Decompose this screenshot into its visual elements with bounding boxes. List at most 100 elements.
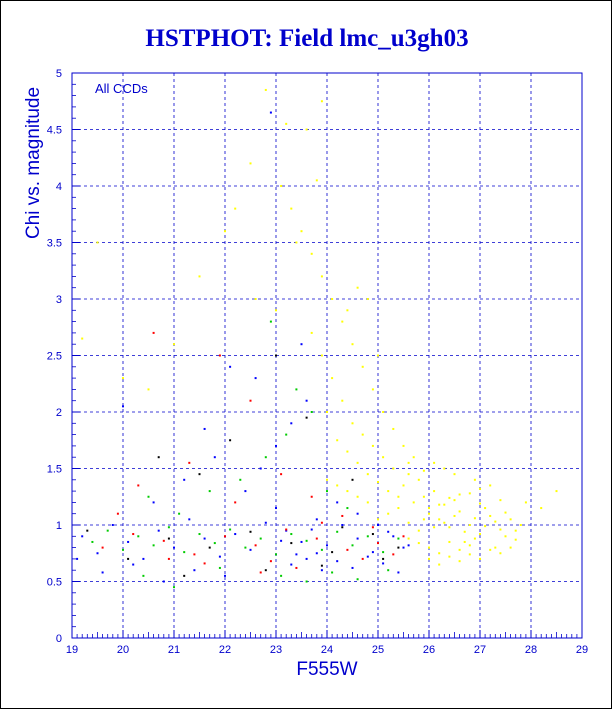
data-point — [320, 275, 323, 278]
data-point — [346, 490, 349, 493]
data-point — [127, 557, 130, 560]
y-tick-label: 2.5 — [47, 351, 62, 363]
data-point — [479, 502, 481, 505]
data-point — [326, 490, 328, 493]
x-tick-label: 21 — [168, 644, 180, 656]
data-point — [346, 450, 349, 453]
data-point — [458, 548, 461, 551]
data-point — [331, 377, 334, 380]
data-point — [540, 507, 543, 510]
series-0 — [81, 88, 558, 566]
data-point — [336, 484, 339, 487]
data-point — [463, 530, 466, 533]
x-tick-label: 23 — [270, 644, 282, 656]
data-point — [407, 521, 410, 524]
data-point — [377, 518, 379, 521]
data-point — [280, 185, 283, 187]
data-point — [468, 544, 471, 547]
data-point — [264, 88, 267, 91]
series-1 — [76, 111, 410, 583]
data-point — [173, 586, 175, 589]
data-point — [290, 422, 293, 425]
data-point — [290, 563, 293, 566]
data-point — [509, 546, 512, 549]
data-point — [433, 490, 436, 493]
data-point — [198, 533, 201, 536]
data-point — [489, 548, 492, 551]
data-point — [382, 557, 385, 560]
data-point — [356, 537, 359, 540]
data-point — [244, 546, 247, 549]
grid-layer — [71, 72, 583, 639]
data-point — [285, 528, 288, 531]
data-point — [458, 493, 461, 496]
x-tick-label: 25 — [372, 644, 384, 656]
data-point — [371, 388, 374, 391]
y-tick-label: 0 — [56, 633, 62, 645]
data-point — [285, 122, 288, 125]
data-point — [208, 546, 211, 549]
data-point — [86, 529, 89, 532]
x-axis-label: F555W — [296, 659, 358, 680]
data-point — [285, 529, 288, 532]
data-point — [387, 512, 390, 515]
data-point — [229, 365, 232, 368]
data-point — [320, 521, 323, 524]
data-point — [315, 518, 318, 521]
data-point — [331, 571, 334, 574]
data-point — [428, 557, 430, 560]
series-2 — [91, 320, 400, 589]
data-point — [341, 526, 344, 529]
data-point — [254, 298, 257, 300]
y-tick-label: 5 — [56, 68, 62, 80]
data-point — [320, 564, 323, 567]
data-point — [173, 546, 175, 549]
data-point — [346, 548, 349, 551]
data-point — [320, 548, 323, 551]
data-point — [152, 544, 155, 547]
data-point — [305, 580, 308, 583]
data-point — [402, 484, 405, 487]
data-point — [479, 557, 481, 560]
data-point — [269, 560, 272, 563]
data-point — [295, 553, 298, 556]
data-point — [305, 539, 308, 542]
data-point — [356, 578, 359, 581]
data-point — [356, 512, 359, 515]
data-point — [203, 427, 206, 430]
data-point — [218, 555, 221, 558]
data-point — [484, 525, 487, 528]
data-point — [356, 461, 359, 464]
data-point — [473, 478, 476, 481]
data-point — [137, 535, 140, 538]
data-point — [310, 252, 313, 255]
data-point — [122, 548, 124, 551]
data-point — [336, 560, 339, 563]
data-point — [448, 555, 451, 558]
points-layer — [76, 88, 558, 589]
data-point — [448, 540, 451, 543]
x-tick-label: 28 — [525, 644, 537, 656]
data-point — [96, 241, 99, 244]
data-point — [280, 539, 283, 542]
data-point — [382, 562, 385, 565]
data-point — [320, 569, 323, 572]
x-tick-label: 22 — [219, 644, 231, 656]
data-point — [234, 207, 237, 210]
data-point — [275, 354, 277, 357]
data-point — [305, 416, 308, 419]
data-point — [351, 478, 354, 481]
data-point — [382, 551, 385, 554]
data-point — [290, 207, 293, 210]
data-point — [315, 179, 318, 182]
data-point — [479, 487, 481, 490]
data-point — [468, 492, 471, 495]
data-point — [336, 530, 339, 533]
x-tick-label: 24 — [321, 644, 333, 656]
data-point — [341, 399, 344, 402]
data-point — [218, 566, 221, 569]
data-point — [167, 557, 170, 560]
series-3 — [101, 331, 405, 574]
data-point — [361, 365, 364, 368]
data-point — [106, 529, 109, 532]
